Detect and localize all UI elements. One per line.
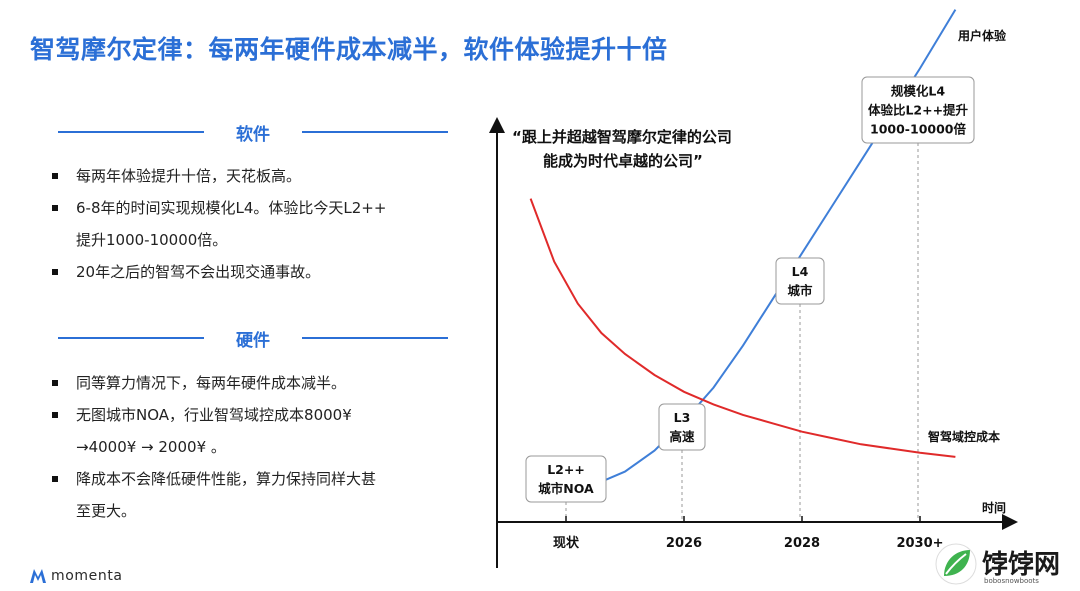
x-tick-label: 2028	[784, 536, 820, 551]
x-axis-label: 时间	[982, 500, 1006, 515]
chart-quote-line1: “跟上并超越智驾摩尔定律的公司	[512, 128, 732, 146]
watermark-text: 饽饽网	[982, 550, 1061, 580]
milestone-label: 规模化L4	[891, 84, 945, 99]
milestone-box	[861, 76, 975, 144]
series-label: 用户体验	[957, 28, 1007, 43]
milestone-label: L2++	[547, 462, 585, 477]
watermark: 饽饽网 bobosnowboots	[934, 542, 1076, 591]
milestone-label: 1000-10000倍	[870, 122, 966, 137]
series-label: 智驾域控成本	[927, 429, 1000, 444]
milestone-box	[525, 455, 607, 503]
controller-cost-line	[529, 198, 956, 458]
chart-quote-line2: 能成为时代卓越的公司”	[543, 152, 703, 170]
milestone-label: 高速	[669, 429, 695, 444]
x-tick-label: 现状	[553, 535, 580, 551]
list-item: 同等算力情况下，每两年硬件成本减半。	[50, 367, 470, 399]
software-section-header: 软件	[58, 120, 448, 145]
divider	[302, 337, 448, 339]
momenta-logo-icon	[30, 569, 46, 583]
software-bullet-list: 每两年体验提升十倍，天花板高。 6-8年的时间实现规模化L4。体验比今天L2++…	[50, 160, 470, 288]
hardware-bullet-list: 同等算力情况下，每两年硬件成本减半。 无图城市NOA，行业智驾域控成本8000¥…	[50, 367, 470, 527]
milestone-box	[775, 257, 825, 305]
x-tick-label: 2026	[666, 536, 702, 551]
list-item-continuation: 至更大。	[76, 502, 137, 520]
list-item-continuation: →4000¥ → 2000¥ 。	[76, 438, 226, 456]
list-item: 降成本不会降低硬件性能，算力保持同样大甚	[50, 463, 470, 495]
list-item: 20年之后的智驾不会出现交通事故。	[50, 256, 470, 288]
list-item: 6-8年的时间实现规模化L4。体验比今天L2++	[50, 192, 470, 224]
milestone-label: 城市NOA	[538, 481, 594, 496]
brand-footer: momenta	[30, 566, 123, 586]
hardware-section-header: 硬件	[58, 326, 448, 351]
milestone-label: L3	[674, 410, 691, 425]
leaf-logo-icon	[935, 543, 977, 585]
milestone-box	[658, 403, 706, 451]
list-item: 无图城市NOA，行业智驾域控成本8000¥	[50, 399, 470, 431]
list-item: 每两年体验提升十倍，天花板高。	[50, 160, 470, 192]
x-tick-label: 2030+	[896, 536, 943, 551]
divider	[302, 131, 448, 133]
milestone-label: 城市	[787, 283, 813, 298]
watermark-subtext: bobosnowboots	[984, 577, 1039, 585]
milestone-label: L4	[792, 264, 809, 279]
moore-law-chart: “跟上并超越智驾摩尔定律的公司 能成为时代卓越的公司” 现状 2026 2028 20…	[489, 9, 1018, 568]
list-item-continuation: 提升1000-10000倍。	[76, 231, 228, 249]
software-heading: 软件	[236, 125, 270, 145]
brand-name: momenta	[51, 568, 123, 584]
divider	[58, 131, 204, 133]
page-title: 智驾摩尔定律：每两年硬件成本减半，软件体验提升十倍	[30, 35, 668, 64]
hardware-heading: 硬件	[236, 331, 270, 351]
milestone-label: 体验比L2++提升	[868, 103, 969, 118]
divider	[58, 337, 204, 339]
